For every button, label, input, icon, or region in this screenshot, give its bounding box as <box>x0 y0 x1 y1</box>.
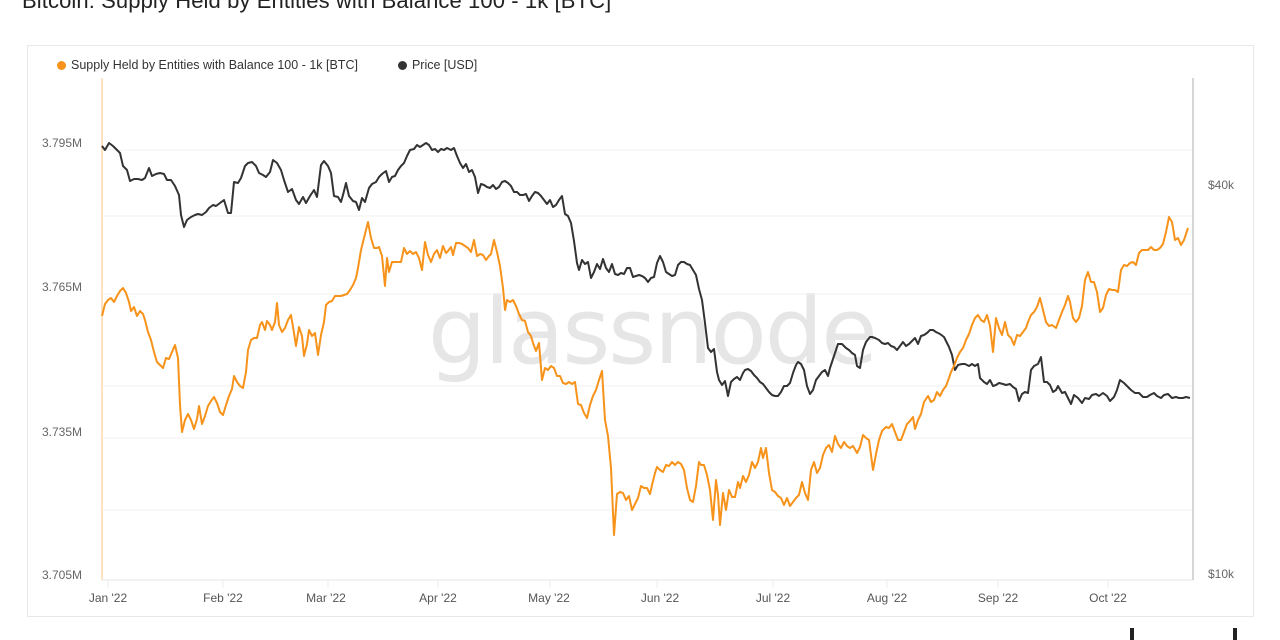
x-axis-tick: Jul '22 <box>755 591 791 605</box>
left-axis-tick: 3.705M <box>42 568 83 582</box>
page-title: Bitcoin: Supply Held by Entities with Ba… <box>22 0 612 13</box>
legend-label-supply: Supply Held by Entities with Balance 100… <box>71 58 358 72</box>
legend-label-price: Price [USD] <box>411 58 478 72</box>
x-axis-tick: Apr '22 <box>419 591 457 605</box>
left-axis-tick: 3.795M <box>42 136 83 150</box>
supply-line <box>101 216 1189 536</box>
chart-card <box>27 45 1254 617</box>
chart-legend: Supply Held by Entities with Balance 100… <box>57 58 517 72</box>
legend-item-price[interactable]: Price [USD] <box>397 58 478 72</box>
x-axis-tick: May '22 <box>528 591 570 605</box>
x-axis-tick: Mar '22 <box>306 591 346 605</box>
x-axis-tick: Feb '22 <box>203 591 243 605</box>
x-axis-tick: Sep '22 <box>977 591 1019 605</box>
x-axis-tick: Jun '22 <box>640 591 680 605</box>
left-axis-tick: 3.765M <box>42 280 83 294</box>
x-axis-tick: Aug '22 <box>866 591 908 605</box>
right-axis-tick: $40k <box>1208 178 1235 192</box>
x-axis-tick: Oct '22 <box>1089 591 1127 605</box>
black-dot-icon <box>397 60 407 70</box>
x-axis-tick: Jan '22 <box>88 591 128 605</box>
gridlines <box>102 149 1193 511</box>
legend-item-supply[interactable]: Supply Held by Entities with Balance 100… <box>57 58 358 72</box>
footer-logo-fragment <box>1130 628 1134 640</box>
right-axis-tick: $10k <box>1208 567 1235 581</box>
footer-logo-fragment <box>1233 628 1237 640</box>
price-line <box>101 142 1191 405</box>
left-axis-tick: 3.735M <box>42 425 83 439</box>
orange-dot-icon <box>57 60 66 70</box>
